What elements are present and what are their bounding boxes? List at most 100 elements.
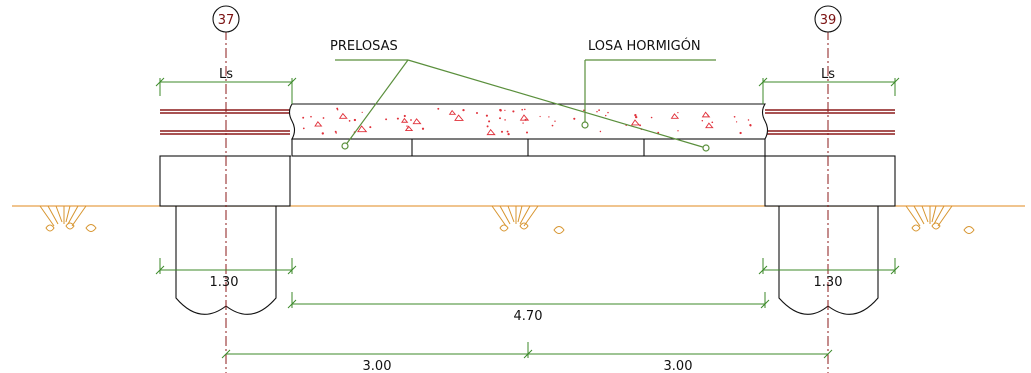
aggregate-dot — [506, 130, 509, 133]
aggregate-dot — [639, 124, 642, 127]
aggregate-dot — [677, 130, 679, 132]
aggregate-dot — [650, 116, 653, 119]
aggregate-dot — [476, 112, 478, 114]
span-label: 4.70 — [514, 309, 543, 324]
left-pile-cap — [159, 155, 291, 207]
aggregate-dot — [321, 132, 324, 135]
aggregate-dot — [733, 115, 736, 118]
aggregate-dot — [504, 109, 506, 112]
aggregate-triangle — [357, 125, 368, 133]
aggregate-dot — [522, 122, 524, 124]
aggregate-triangle — [454, 114, 464, 121]
aggregate-dot — [583, 109, 585, 112]
rebar-left — [160, 109, 290, 135]
aggregate-dot — [735, 121, 738, 123]
axis-bubble-39: 39 — [814, 5, 842, 33]
pile-left-label: 1.30 — [210, 275, 239, 290]
aggregate-dot — [462, 108, 465, 112]
aggregate-dot — [485, 114, 488, 117]
aggregate-dot — [504, 119, 506, 121]
slab-aggregate — [302, 107, 752, 136]
aggregate-dot — [507, 132, 510, 136]
aggregate-dot — [573, 117, 576, 120]
aggregate-dot — [605, 114, 607, 117]
aggregate-triangle — [314, 121, 323, 127]
aggregate-dot — [334, 130, 337, 133]
dimension-axis-spacing: 3.00 3.00 — [221, 342, 833, 373]
right-pile-cap — [764, 155, 896, 207]
axis-right-spacing-label: 3.00 — [664, 359, 693, 373]
aggregate-dot — [486, 125, 489, 128]
aggregate-dot — [750, 125, 752, 127]
aggregate-dot — [747, 119, 750, 121]
axis-label-39: 39 — [820, 13, 837, 28]
dimension-span: 4.70 — [287, 292, 770, 324]
aggregate-dot — [701, 119, 704, 122]
aggregate-dot — [361, 111, 363, 113]
aggregate-dot — [525, 131, 529, 134]
dimension-pile-left: 1.30 — [155, 258, 297, 290]
aggregate-dot — [499, 117, 501, 120]
dimension-ls-right: Ls — [758, 67, 900, 104]
aggregate-triangle — [630, 119, 641, 126]
concrete-slab — [288, 103, 769, 140]
soil-symbol-center — [491, 205, 565, 234]
aggregate-dot — [521, 108, 524, 111]
aggregate-triangle — [412, 118, 422, 125]
aggregate-dot — [539, 115, 541, 118]
axis-bubble-37: 37 — [212, 5, 240, 33]
aggregate-dot — [406, 125, 408, 127]
soil-symbol-right — [905, 205, 975, 234]
rebar-right — [765, 109, 895, 135]
aggregate-dot — [336, 107, 339, 110]
aggregate-triangle — [448, 109, 457, 115]
aggregate-dot — [551, 124, 554, 127]
aggregate-dot — [677, 111, 679, 114]
aggregate-triangle — [670, 113, 680, 119]
aggregate-dot — [598, 109, 600, 111]
aggregate-dot — [310, 115, 312, 118]
aggregate-triangle — [705, 122, 714, 129]
pile-right-label: 1.30 — [814, 275, 843, 290]
aggregate-dot — [499, 108, 502, 112]
aggregate-dot — [739, 131, 742, 135]
aggregate-dot — [336, 109, 339, 111]
axis-label-37: 37 — [218, 13, 235, 28]
aggregate-dot — [524, 108, 526, 111]
dimension-pile-right: 1.30 — [758, 258, 900, 290]
aggregate-dot — [385, 118, 388, 121]
aggregate-dot — [302, 116, 305, 119]
aggregate-dot — [348, 120, 351, 122]
aggregate-dot — [421, 127, 425, 130]
aggregate-dot — [322, 117, 325, 119]
aggregate-dot — [403, 114, 406, 118]
ls-right-label: Ls — [821, 67, 835, 82]
aggregate-dot — [635, 115, 638, 119]
aggregate-triangle — [701, 111, 711, 118]
aggregate-dot — [634, 114, 637, 117]
aggregate-dot — [500, 130, 504, 133]
axis-left-spacing-label: 3.00 — [363, 359, 392, 373]
dimension-ls-left: Ls — [155, 67, 297, 104]
aggregate-dot — [512, 110, 515, 113]
aggregate-dot — [437, 107, 440, 110]
aggregate-dot — [711, 121, 714, 124]
aggregate-triangle — [338, 112, 348, 119]
aggregate-dot — [548, 116, 550, 118]
precast-slabs — [291, 138, 766, 157]
prelosas-leader — [335, 59, 710, 152]
aggregate-triangle — [486, 128, 496, 136]
aggregate-dot — [353, 118, 357, 122]
aggregate-triangle — [401, 117, 409, 123]
aggregate-dot — [596, 110, 598, 113]
ls-left-label: Ls — [219, 67, 233, 82]
aggregate-dot — [554, 120, 556, 122]
aggregate-dot — [410, 119, 412, 121]
aggregate-dot — [369, 126, 372, 129]
aggregate-dot — [607, 111, 609, 114]
aggregate-triangle — [404, 125, 414, 132]
losa-hormigon-label: LOSA HORMIGÓN — [588, 38, 701, 54]
aggregate-triangle — [519, 114, 530, 121]
aggregate-dot — [302, 127, 305, 130]
